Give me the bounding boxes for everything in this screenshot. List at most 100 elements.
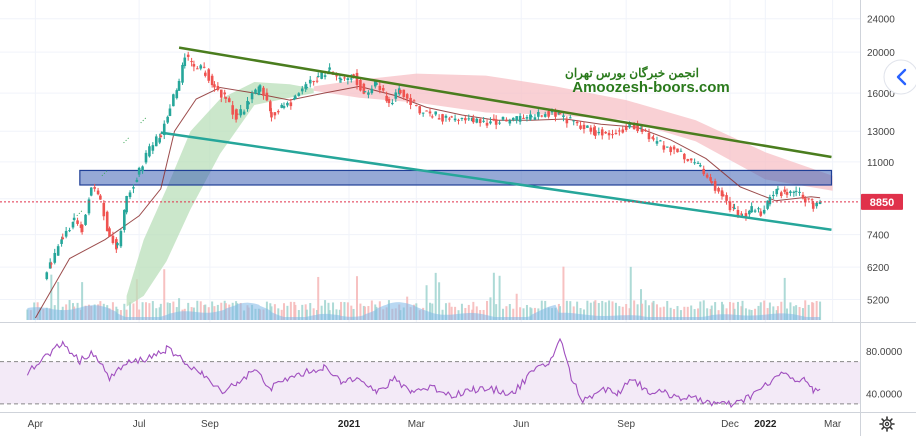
volume-bar bbox=[625, 304, 628, 320]
candle-down bbox=[618, 130, 621, 132]
candle-down bbox=[223, 92, 226, 95]
candle-up bbox=[750, 206, 753, 213]
candle-up bbox=[586, 125, 589, 128]
volume-bar bbox=[690, 305, 693, 320]
volume-bar bbox=[811, 302, 814, 320]
candle-down bbox=[385, 95, 388, 102]
candle-down bbox=[554, 111, 557, 117]
volume-bar bbox=[586, 300, 589, 320]
candle-up bbox=[375, 82, 378, 85]
volume-bar bbox=[801, 308, 804, 320]
volume-bar bbox=[676, 306, 679, 320]
candle-down bbox=[213, 84, 216, 88]
candle-down bbox=[202, 66, 206, 68]
candle-down bbox=[604, 131, 607, 134]
volume-bar bbox=[320, 305, 323, 320]
candle-up bbox=[316, 75, 320, 77]
candle-down bbox=[676, 148, 679, 153]
volume-bar bbox=[804, 300, 807, 320]
volume-bar bbox=[766, 308, 769, 320]
candle-down bbox=[740, 213, 743, 215]
candle-down bbox=[399, 89, 402, 94]
volume-bar bbox=[621, 306, 624, 320]
candle-up bbox=[498, 122, 501, 124]
rsi-tick-label: 80.0000 bbox=[866, 347, 903, 358]
candle-down bbox=[579, 125, 582, 129]
volume-bar bbox=[807, 304, 810, 320]
candle-down bbox=[99, 195, 102, 200]
candle-down bbox=[540, 115, 544, 117]
candle-down bbox=[801, 194, 805, 199]
candle-up bbox=[338, 77, 342, 80]
volume-bar bbox=[492, 272, 495, 320]
candle-up bbox=[304, 84, 307, 89]
candle-down bbox=[159, 135, 163, 137]
rsi-axis[interactable]: 80.0000 40.0000 bbox=[866, 347, 903, 400]
volume-bar bbox=[289, 301, 292, 320]
candle-up bbox=[328, 67, 331, 70]
candle-down bbox=[672, 146, 676, 150]
volume-bar bbox=[728, 301, 731, 320]
volume-bar bbox=[158, 307, 161, 320]
price-tick-label: 20000 bbox=[867, 48, 895, 59]
volume-bar bbox=[686, 306, 689, 320]
candle-down bbox=[478, 119, 482, 124]
volume-bar bbox=[679, 310, 682, 320]
candle-up bbox=[349, 78, 353, 80]
volume-bar bbox=[693, 309, 696, 320]
volume-bar bbox=[757, 305, 760, 320]
candle-down bbox=[589, 127, 593, 132]
volume-bar bbox=[594, 300, 597, 320]
volume-bar bbox=[335, 309, 338, 320]
volume-bar bbox=[486, 300, 489, 320]
volume-bar bbox=[614, 302, 617, 320]
volume-bar bbox=[293, 301, 296, 320]
price-tick-label: 11000 bbox=[867, 158, 895, 169]
volume-bar bbox=[722, 304, 725, 320]
candle-down bbox=[647, 132, 651, 140]
candle-up bbox=[64, 230, 68, 237]
support-zone bbox=[79, 169, 833, 186]
volume-bar bbox=[304, 304, 307, 320]
volume-bar bbox=[589, 302, 592, 320]
volume-bar bbox=[362, 305, 365, 320]
settings-button[interactable] bbox=[879, 416, 895, 432]
volume-bar bbox=[569, 301, 572, 320]
time-tick-label: 2021 bbox=[338, 419, 361, 430]
volume-bar bbox=[748, 309, 751, 320]
volume-bar bbox=[172, 301, 175, 320]
volume-bar bbox=[309, 303, 312, 320]
candle-up bbox=[87, 199, 91, 214]
candle-down bbox=[108, 228, 111, 237]
volume-bar bbox=[123, 303, 126, 320]
candle-up bbox=[166, 116, 169, 123]
candle-up bbox=[305, 86, 309, 88]
volume-bar bbox=[780, 301, 783, 320]
volume-bar bbox=[640, 289, 643, 320]
candle-down bbox=[428, 111, 432, 114]
volume-bar bbox=[475, 306, 478, 320]
volume-bar bbox=[57, 281, 60, 320]
candle-up bbox=[346, 78, 350, 81]
volume-bar bbox=[604, 302, 607, 320]
time-axis[interactable]: Apr Jul Sep 2021 Mar Jun Sep Dec 2022 Mar bbox=[28, 419, 842, 430]
collapse-panel-button[interactable] bbox=[883, 59, 916, 95]
candle-down bbox=[362, 83, 366, 94]
last-price-badge: 8850 bbox=[861, 193, 903, 210]
gear-icon bbox=[879, 416, 895, 432]
volume-bar bbox=[655, 304, 658, 320]
volume-bar bbox=[317, 276, 320, 320]
time-tick-label: Sep bbox=[617, 419, 635, 430]
candle-up bbox=[45, 272, 49, 280]
volume-bar bbox=[50, 274, 53, 320]
candle-up bbox=[56, 246, 60, 256]
candle-up bbox=[639, 127, 643, 129]
volume-bar bbox=[576, 301, 579, 320]
candle-up bbox=[792, 191, 796, 193]
candle-down bbox=[720, 190, 724, 197]
candle-down bbox=[785, 192, 789, 195]
candle-down bbox=[441, 114, 444, 122]
price-tick-label: 13000 bbox=[867, 127, 895, 138]
volume-bar bbox=[720, 301, 723, 320]
